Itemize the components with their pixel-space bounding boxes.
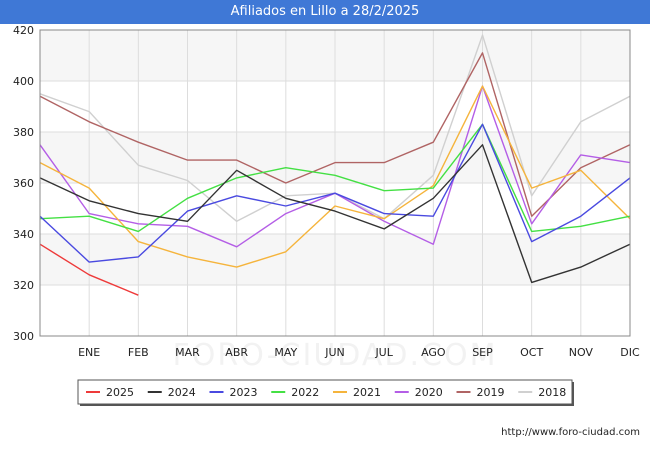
y-tick-label: 300: [13, 330, 34, 343]
y-tick-label: 380: [13, 126, 34, 139]
x-tick-label: SEP: [472, 346, 493, 359]
x-tick-label: ENE: [78, 346, 100, 359]
y-tick-label: 420: [13, 24, 34, 37]
series-line-2025: [39, 243, 139, 296]
series-line-2019: [39, 52, 631, 217]
legend-label-2020: 2020: [415, 386, 443, 399]
source-link[interactable]: http://www.foro-ciudad.com: [501, 427, 640, 438]
series-line-2024: [39, 144, 631, 284]
y-tick-label: 320: [13, 279, 34, 292]
y-tick-label: 360: [13, 177, 34, 190]
legend-label-2022: 2022: [291, 386, 319, 399]
legend: 2025 2024 2023 2022 2021 2020 2019 2018: [77, 379, 574, 406]
chart-title: Afiliados en Lillo a 28/2/2025: [0, 0, 650, 24]
horizontal-gridlines: [40, 80, 630, 286]
legend-label-2021: 2021: [353, 386, 381, 399]
legend-label-2018: 2018: [538, 386, 566, 399]
series-line-2022: [39, 123, 631, 233]
legend-label-2023: 2023: [230, 386, 258, 399]
series-lines: [39, 34, 631, 296]
series-line-2021: [39, 85, 631, 268]
legend-label-2025: 2025: [106, 386, 134, 399]
x-tick-label: ABR: [225, 346, 248, 359]
x-tick-label: OCT: [520, 346, 543, 359]
series-line-2023: [39, 123, 631, 263]
y-tick-label: 400: [13, 75, 34, 88]
x-tick-label: FEB: [128, 346, 149, 359]
plot-frame: [39, 29, 631, 337]
x-tick-label: JUL: [374, 346, 393, 359]
x-tick-label: JUN: [324, 346, 345, 359]
legend-label-2024: 2024: [168, 386, 196, 399]
y-tick-labels: 300 320 340 360 380 400 420: [13, 24, 34, 343]
watermark: FORO-CIUDAD.COM: [173, 338, 498, 373]
x-tick-label: DIC: [620, 346, 640, 359]
x-tick-label: NOV: [569, 346, 594, 359]
y-tick-label: 340: [13, 228, 34, 241]
x-tick-labels: ENE FEB MAR ABR MAY JUN JUL AGO SEP OCT NOV DIC: [78, 346, 640, 359]
x-tick-label: MAY: [274, 346, 297, 359]
x-tick-label: AGO: [421, 346, 446, 359]
legend-label-2019: 2019: [477, 386, 505, 399]
x-tick-label: MAR: [175, 346, 200, 359]
